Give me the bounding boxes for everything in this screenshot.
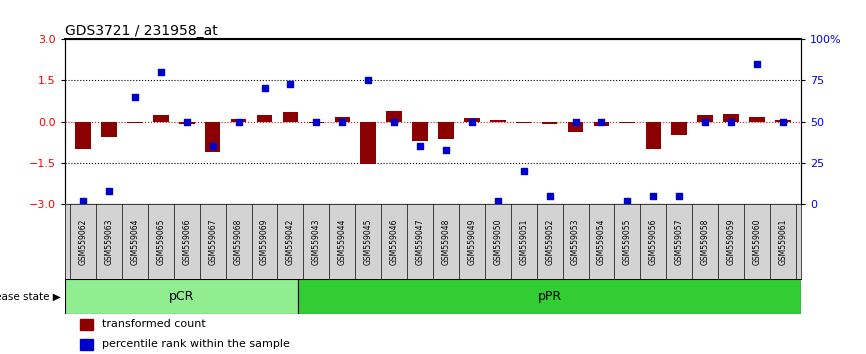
- Bar: [231, 119, 247, 121]
- Bar: [334, 116, 350, 121]
- Text: GSM559062: GSM559062: [79, 218, 87, 265]
- Bar: [671, 121, 687, 135]
- Text: GSM559065: GSM559065: [157, 218, 165, 265]
- Text: GSM559055: GSM559055: [623, 218, 632, 265]
- Text: GSM559061: GSM559061: [779, 218, 787, 265]
- Bar: [568, 121, 584, 132]
- Point: [698, 119, 712, 124]
- Text: GSM559043: GSM559043: [312, 218, 321, 265]
- Text: GSM559060: GSM559060: [753, 218, 761, 265]
- Point: [413, 143, 427, 149]
- Point: [517, 168, 531, 174]
- Text: GSM559046: GSM559046: [390, 218, 398, 265]
- Bar: [464, 118, 480, 121]
- Bar: [75, 121, 91, 149]
- Text: GSM559044: GSM559044: [338, 218, 346, 265]
- Text: GSM559052: GSM559052: [545, 218, 554, 265]
- Text: GSM559058: GSM559058: [701, 218, 709, 265]
- Text: pCR: pCR: [169, 290, 194, 303]
- Bar: [80, 339, 93, 350]
- Text: GSM559054: GSM559054: [597, 218, 606, 265]
- Text: percentile rank within the sample: percentile rank within the sample: [102, 339, 289, 349]
- Bar: [645, 121, 661, 149]
- Point: [76, 198, 90, 204]
- Text: GSM559042: GSM559042: [286, 218, 295, 265]
- Bar: [516, 121, 532, 123]
- Bar: [360, 121, 376, 164]
- Bar: [619, 121, 635, 123]
- Bar: [205, 121, 221, 152]
- Text: GSM559067: GSM559067: [208, 218, 217, 265]
- Bar: [594, 121, 610, 126]
- Text: GSM559057: GSM559057: [675, 218, 684, 265]
- Point: [439, 147, 453, 152]
- Point: [569, 119, 583, 124]
- Point: [335, 119, 349, 124]
- Point: [180, 119, 194, 124]
- Text: GSM559064: GSM559064: [131, 218, 139, 265]
- Bar: [542, 121, 558, 124]
- Text: GSM559063: GSM559063: [105, 218, 113, 265]
- Point: [387, 119, 401, 124]
- Text: GSM559053: GSM559053: [571, 218, 580, 265]
- Point: [309, 119, 323, 124]
- Bar: [438, 121, 454, 138]
- Text: GSM559066: GSM559066: [182, 218, 191, 265]
- Point: [750, 61, 764, 67]
- Point: [128, 94, 142, 99]
- Bar: [490, 120, 506, 121]
- Bar: [179, 121, 195, 124]
- Bar: [308, 121, 324, 123]
- Text: GSM559059: GSM559059: [727, 218, 735, 265]
- Point: [283, 81, 297, 86]
- Text: GSM559049: GSM559049: [468, 218, 476, 265]
- Point: [543, 193, 557, 199]
- Point: [102, 188, 116, 194]
- Point: [154, 69, 168, 75]
- Bar: [298, 279, 801, 314]
- Bar: [80, 319, 93, 330]
- Bar: [723, 114, 739, 121]
- Bar: [386, 111, 402, 121]
- Point: [361, 78, 375, 83]
- Bar: [749, 116, 765, 121]
- Bar: [256, 115, 272, 121]
- Text: GSM559048: GSM559048: [442, 218, 450, 265]
- Point: [672, 193, 686, 199]
- Point: [776, 119, 790, 124]
- Text: GSM559047: GSM559047: [416, 218, 424, 265]
- Text: GSM559068: GSM559068: [234, 218, 243, 265]
- Bar: [153, 115, 169, 121]
- Bar: [775, 120, 791, 121]
- Point: [595, 119, 609, 124]
- Point: [724, 119, 738, 124]
- Text: pPR: pPR: [538, 290, 562, 303]
- Point: [620, 198, 634, 204]
- Text: GSM559051: GSM559051: [520, 218, 528, 265]
- Text: GSM559050: GSM559050: [494, 218, 502, 265]
- Point: [232, 119, 246, 124]
- Bar: [412, 121, 428, 141]
- Text: GDS3721 / 231958_at: GDS3721 / 231958_at: [65, 24, 217, 38]
- Text: GSM559045: GSM559045: [364, 218, 372, 265]
- Point: [206, 143, 220, 149]
- Bar: [127, 121, 143, 123]
- Point: [646, 193, 660, 199]
- Text: disease state ▶: disease state ▶: [0, 291, 61, 302]
- Text: GSM559056: GSM559056: [649, 218, 658, 265]
- Bar: [65, 279, 298, 314]
- Bar: [101, 121, 117, 137]
- Point: [491, 198, 505, 204]
- Text: transformed count: transformed count: [102, 319, 205, 330]
- Point: [465, 119, 479, 124]
- Bar: [282, 112, 298, 121]
- Text: GSM559069: GSM559069: [260, 218, 269, 265]
- Bar: [697, 115, 713, 121]
- Point: [257, 86, 271, 91]
